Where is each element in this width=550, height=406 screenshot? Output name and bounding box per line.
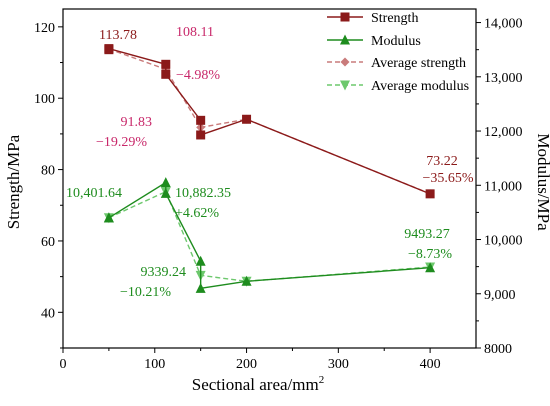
data-annotation: 91.83: [121, 115, 153, 130]
x-tick-label: 0: [60, 357, 67, 372]
x-tick-label: 300: [328, 357, 349, 372]
y-right-tick-label: 10,000: [484, 234, 523, 249]
strength-point: [161, 69, 171, 79]
strength-point: [425, 189, 435, 199]
modulus-point: [160, 177, 171, 188]
x-tick-label: 400: [420, 357, 441, 372]
y-left-tick-label: 40: [41, 306, 55, 321]
legend-label: Average modulus: [371, 79, 469, 94]
data-annotation: +4.62%: [175, 206, 219, 221]
data-annotation: −10.21%: [120, 285, 171, 300]
legend-label: Modulus: [371, 34, 421, 49]
x-axis-label: Sectional area/mm2: [192, 374, 324, 394]
strength-point: [340, 12, 350, 22]
data-annotation: −35.65%: [422, 171, 473, 186]
strength-point: [196, 130, 206, 140]
legend-label: Strength: [371, 11, 418, 26]
data-annotation: 113.78: [99, 28, 137, 43]
x-tick-label: 200: [236, 357, 257, 372]
plot-frame: [62, 8, 477, 349]
modulus-point: [340, 34, 350, 45]
modulus-point: [195, 255, 206, 266]
modulus-point: [425, 262, 436, 273]
y-left-tick-label: 120: [34, 21, 55, 36]
data-annotation: −8.73%: [408, 247, 452, 262]
y-left-tick-label: 100: [34, 92, 55, 107]
y-right-tick-label: 14,000: [484, 17, 523, 32]
data-annotation: 108.11: [176, 25, 214, 40]
y-axis-right-label: Modulus/MPa: [534, 133, 550, 231]
y-right-tick-label: 12,000: [484, 125, 523, 140]
y-axis-left-label: Strength/MPa: [4, 134, 23, 229]
strength-point: [104, 44, 114, 54]
data-annotation: 9493.27: [404, 227, 450, 242]
data-annotation: 73.22: [426, 154, 458, 169]
legend-label: Average strength: [371, 56, 466, 71]
strength-line: [108, 47, 431, 195]
x-tick-label: 100: [144, 357, 165, 372]
avg-modulus-point: [340, 80, 350, 91]
strength-point: [242, 114, 252, 124]
data-annotation: 10,401.64: [66, 186, 122, 201]
y-right-tick-label: 9,000: [484, 288, 516, 303]
y-right-tick-label: 8000: [484, 342, 512, 357]
data-annotation: 9339.24: [141, 265, 187, 280]
strength-point: [161, 59, 171, 69]
y-left-tick-label: 60: [41, 235, 55, 250]
y-right-tick-label: 11,000: [484, 179, 522, 194]
data-annotation: −4.98%: [176, 68, 220, 83]
modulus-point: [160, 187, 171, 198]
data-annotation: 10,882.35: [175, 186, 231, 201]
modulus-point: [195, 282, 206, 293]
y-left-tick-label: 80: [41, 164, 55, 179]
strength-point: [196, 115, 206, 125]
avg-strength-point: [340, 57, 350, 67]
data-annotation: −19.29%: [96, 135, 147, 150]
modulus-point: [103, 212, 114, 223]
y-right-tick-label: 13,000: [484, 71, 523, 86]
modulus-point: [241, 275, 252, 286]
